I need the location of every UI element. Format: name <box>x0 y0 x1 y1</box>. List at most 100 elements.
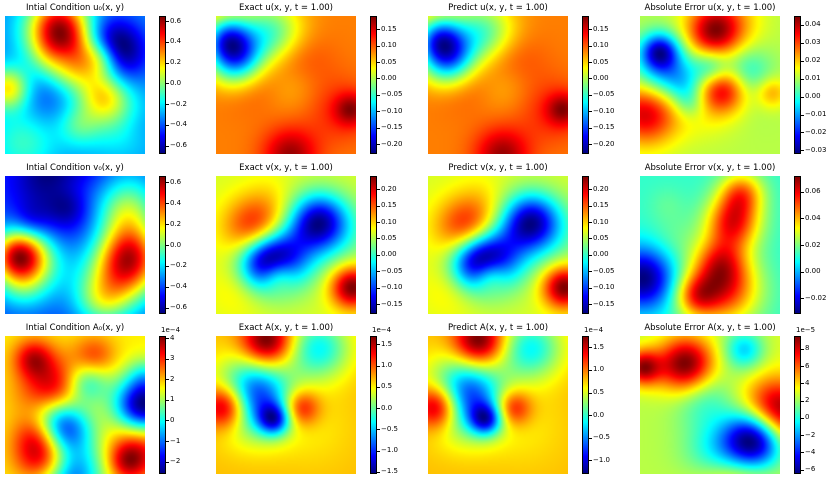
panel-title: Exact v(x, y, t = 1.00) <box>239 163 333 173</box>
colorbar-tick-label: −1.0 <box>593 455 610 464</box>
colorbar-tick-mark <box>377 271 380 272</box>
colorbar <box>370 176 377 314</box>
colorbar-tick-label: −0.05 <box>381 90 403 99</box>
colorbar-tick-mark <box>166 245 169 246</box>
colorbar-tick-mark <box>801 435 804 436</box>
colorbar-tick-label: −0.4 <box>170 282 187 291</box>
colorbar-tick-mark <box>589 271 592 272</box>
colorbar-tick-mark <box>377 429 380 431</box>
colorbar-tick-mark <box>589 460 592 462</box>
colorbar-tick-mark <box>589 347 592 348</box>
colorbar <box>582 176 589 314</box>
colorbar-tick-label: 3 <box>170 354 175 363</box>
colorbar-tick-label: −0.15 <box>593 299 615 308</box>
colorbar-tick-mark <box>166 441 169 442</box>
colorbar-tick-label: −0.6 <box>170 141 187 150</box>
colorbar-tick-mark <box>377 287 380 289</box>
colorbar-tick-label: 6 <box>805 361 810 370</box>
colorbar <box>582 336 589 474</box>
colorbar <box>159 176 166 314</box>
colorbar-tick-label: −1.0 <box>381 446 398 455</box>
colorbar-tick-label: 0.20 <box>593 184 609 193</box>
colorbar-tick-label: 1.5 <box>381 339 393 348</box>
colorbar-tick-label: −0.15 <box>381 123 403 132</box>
heatmap-field <box>428 176 568 314</box>
colorbar-tick-label: −0.5 <box>593 433 610 442</box>
colorbar-tick-mark <box>166 21 169 22</box>
colorbar-tick-mark <box>166 224 169 225</box>
colorbar-tick-mark <box>166 104 169 105</box>
colorbar-tick-label: 4 <box>170 333 175 342</box>
heatmap-field <box>5 176 145 314</box>
colorbar-tick-mark <box>166 338 169 339</box>
colorbar-tick-label: 0.6 <box>170 16 182 25</box>
colorbar-tick-label: 0.20 <box>381 184 397 193</box>
colorbar-tick-label: 0.15 <box>593 24 609 33</box>
colorbar-tick-label: −0.2 <box>170 99 187 108</box>
panel-title: Absolute Error u(x, y, t = 1.00) <box>644 3 776 13</box>
colorbar-tick-mark <box>166 420 169 422</box>
colorbar-tick-label: 0.15 <box>381 24 397 33</box>
colorbar-tick-label: 0.10 <box>593 217 609 226</box>
colorbar-tick-label: −0.20 <box>593 139 615 148</box>
colorbar-tick-label: 0.4 <box>170 198 182 207</box>
colorbar-tick-label: 0.00 <box>593 73 609 82</box>
colorbar-tick-mark <box>166 145 169 147</box>
colorbar-tick-label: 4 <box>805 378 810 387</box>
colorbar-tick-mark <box>801 417 804 419</box>
colorbar-tick-label: 0.01 <box>805 74 821 83</box>
colorbar-tick-label: 2 <box>170 374 175 383</box>
colorbar-tick-label: −0.10 <box>381 106 403 115</box>
panel-title: Intial Condition A₀(x, y) <box>25 323 125 333</box>
colorbar-tick-mark <box>801 245 804 246</box>
colorbar-tick-label: 0.05 <box>381 233 397 242</box>
colorbar-tick-label: −0.20 <box>381 139 403 148</box>
colorbar-tick-mark <box>801 150 804 152</box>
colorbar-tick-label: 0 <box>170 415 175 424</box>
heatmap-field <box>216 176 356 314</box>
colorbar <box>370 336 377 474</box>
colorbar-tick-mark <box>801 298 804 299</box>
colorbar-tick-label: 0.4 <box>170 37 182 46</box>
colorbar-tick-label: 0 <box>805 413 810 422</box>
colorbar-offset-label: 1e−4 <box>372 326 392 334</box>
colorbar-tick-label: −4 <box>805 447 816 456</box>
colorbar-tick-label: 0.05 <box>593 233 609 242</box>
colorbar <box>370 16 377 154</box>
heatmap-field <box>428 336 568 474</box>
colorbar-tick-mark <box>801 348 804 350</box>
colorbar-tick-mark <box>166 265 169 267</box>
colorbar-tick-mark <box>377 29 380 30</box>
colorbar-tick-mark <box>166 379 169 380</box>
colorbar-tick-mark <box>589 78 592 80</box>
colorbar-tick-mark <box>377 189 380 190</box>
colorbar-tick-mark <box>166 182 169 183</box>
colorbar-offset-label: 1e−4 <box>161 326 181 334</box>
colorbar-tick-mark <box>377 471 380 473</box>
colorbar-tick-label: −0.10 <box>593 106 615 115</box>
colorbar-tick-label: 0.10 <box>593 41 609 50</box>
colorbar-tick-mark <box>589 415 592 416</box>
colorbar-tick-mark <box>166 62 169 64</box>
colorbar-tick-label: 0.03 <box>805 38 821 47</box>
colorbar-tick-mark <box>801 366 804 367</box>
colorbar-tick-label: 0.5 <box>381 382 393 391</box>
colorbar-tick-label: 0.6 <box>170 177 182 186</box>
colorbar-tick-mark <box>801 78 804 80</box>
colorbar-tick-label: −6 <box>805 465 816 474</box>
colorbar-tick-mark <box>801 96 804 98</box>
colorbar-tick-mark <box>377 111 380 112</box>
colorbar-tick-mark <box>589 189 592 190</box>
colorbar-tick-label: −0.05 <box>593 90 615 99</box>
colorbar-tick-mark <box>377 254 380 256</box>
colorbar-tick-label: −0.4 <box>170 120 187 129</box>
colorbar-tick-mark <box>589 254 592 256</box>
colorbar-tick-label: −0.2 <box>170 261 187 270</box>
panel-title: Predict A(x, y, t = 1.00) <box>447 323 549 333</box>
colorbar-tick-label: 0.2 <box>170 58 182 67</box>
colorbar-tick-label: −0.05 <box>381 266 403 275</box>
colorbar-tick-mark <box>801 114 804 116</box>
colorbar-tick-mark <box>589 238 592 240</box>
colorbar-tick-mark <box>377 127 380 129</box>
colorbar-tick-mark <box>166 461 169 463</box>
